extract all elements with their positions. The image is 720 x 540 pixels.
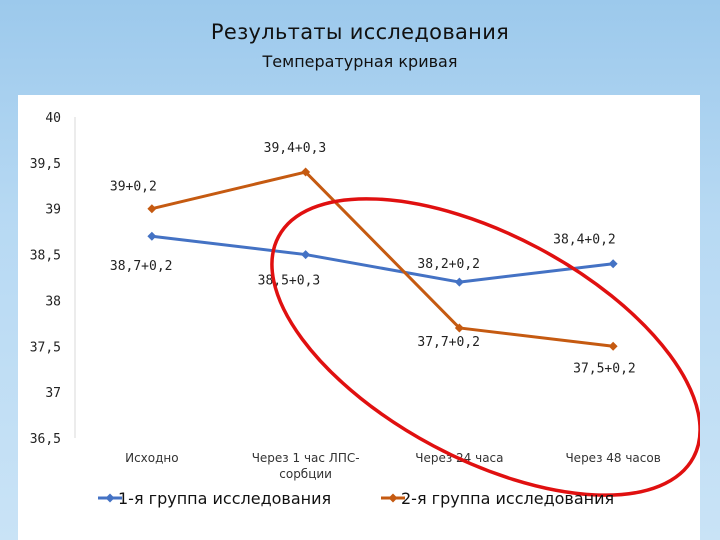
series-1-point [301, 250, 311, 260]
legend-2-marker [388, 493, 398, 503]
series-1-point [147, 231, 157, 241]
line-chart: 40 39,5 39 38,5 38 37,5 37 36,5 Исходно Через 1 ч… [30, 111, 700, 508]
series-2-data-label: 37,7+0,2 [417, 335, 480, 350]
series-2-data-label: 39+0,2 [110, 180, 157, 195]
series-1-data-label: 38,4+0,2 [553, 233, 616, 248]
y-tick-label: 38 [45, 294, 61, 309]
legend-1-label: 1-я группа исследования [118, 489, 331, 508]
series-1-data-label: 38,7+0,2 [110, 259, 173, 274]
series-2-point [608, 341, 618, 351]
series-2-data-label: 39,4+0,3 [264, 141, 327, 156]
series-2-data-label: 37,5+0,2 [573, 361, 636, 376]
y-tick-label: 38,5 [30, 249, 61, 264]
x-category-label: Через 1 час ЛПС-сорбции [252, 451, 360, 481]
chart-title: Результаты исследования [210, 20, 510, 44]
y-tick-label: 40 [45, 111, 61, 126]
series-1-line [151, 234, 614, 284]
y-tick-label: 37,5 [30, 340, 61, 355]
series-2-line [151, 170, 614, 348]
y-tick-label: 39 [45, 203, 61, 218]
series-1-data-label: 38,2+0,2 [417, 257, 480, 272]
series-1-point [608, 259, 618, 269]
highlight-ellipse [270, 197, 700, 497]
y-tick-label: 36,5 [30, 432, 61, 447]
y-tick-label: 37 [45, 386, 61, 401]
series-1-point [454, 277, 464, 287]
chart-subtitle: Температурная кривая [262, 52, 458, 71]
x-category-label: Исходно [125, 451, 179, 465]
series-2-point [301, 167, 311, 177]
series-2-point [454, 323, 464, 333]
legend-2-label: 2-я группа исследования [401, 489, 614, 508]
header: Результаты исследования Температурная кр… [0, 0, 720, 95]
series-2-point [147, 204, 157, 214]
series-1-data-label: 38,5+0,3 [258, 274, 321, 289]
legend-1-marker [105, 493, 115, 503]
y-tick-label: 39,5 [30, 157, 61, 172]
chart-panel: 40 39,5 39 38,5 38 37,5 37 36,5 Исходно Через 1 ч… [18, 95, 700, 540]
x-category-label: Через 48 часов [565, 451, 660, 465]
